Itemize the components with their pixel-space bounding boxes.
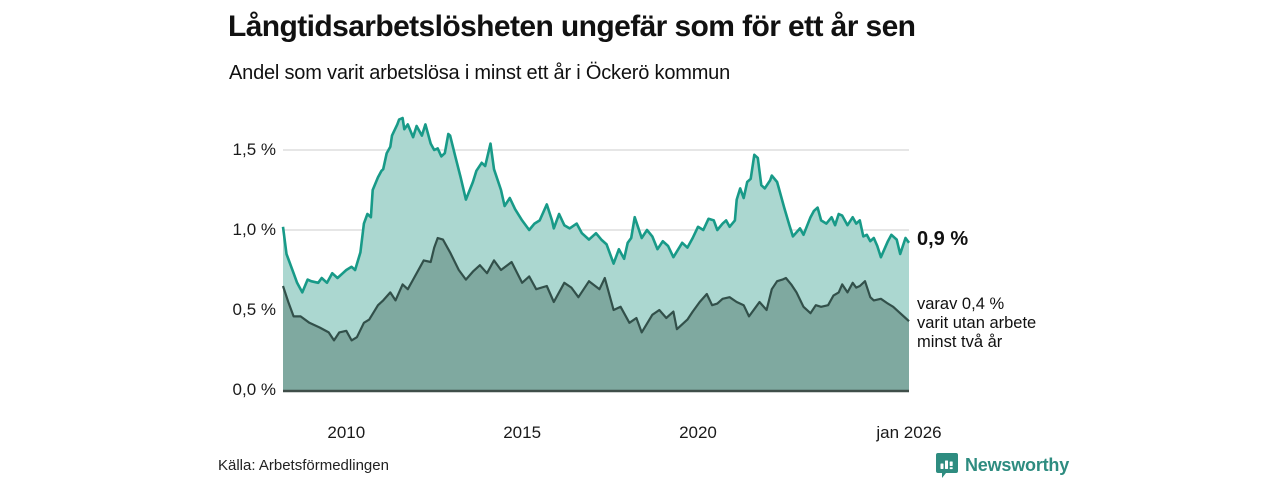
subseries-annotation-line3: minst två år xyxy=(917,333,1003,351)
y-tick-label: 1,5 % xyxy=(232,140,276,159)
page-title: Långtidsarbetslösheten ungefär som för e… xyxy=(228,10,916,43)
newsworthy-brand: Newsworthy xyxy=(936,453,1069,478)
x-tick-label: 2015 xyxy=(503,423,542,442)
newsworthy-brand-name: Newsworthy xyxy=(965,455,1070,475)
y-tick-label: 1,0 % xyxy=(232,220,276,239)
x-tick-label: jan 2026 xyxy=(876,423,942,442)
subseries-annotation: varav 0,4 % varit utan arbete minst två … xyxy=(917,295,1036,352)
newsworthy-logo-icon xyxy=(936,453,958,478)
subseries-annotation-line1: varav 0,4 % xyxy=(917,295,1005,313)
source-credit: Källa: Arbetsförmedlingen xyxy=(218,457,389,474)
y-tick-label: 0,5 % xyxy=(232,300,276,319)
area-minst-tva-ar xyxy=(283,238,909,390)
y-tick-label: 0,0 % xyxy=(232,380,276,399)
chart-subtitle: Andel som varit arbetslösa i minst ett å… xyxy=(229,62,731,84)
subseries-annotation-line2: varit utan arbete xyxy=(917,314,1037,332)
x-tick-label: 2020 xyxy=(679,423,717,442)
latest-value-label: 0,9 % xyxy=(917,228,969,250)
x-tick-label: 2010 xyxy=(327,423,366,442)
line-minst-ett-ar xyxy=(281,116,911,294)
line-minst-tva-ar xyxy=(281,236,910,342)
